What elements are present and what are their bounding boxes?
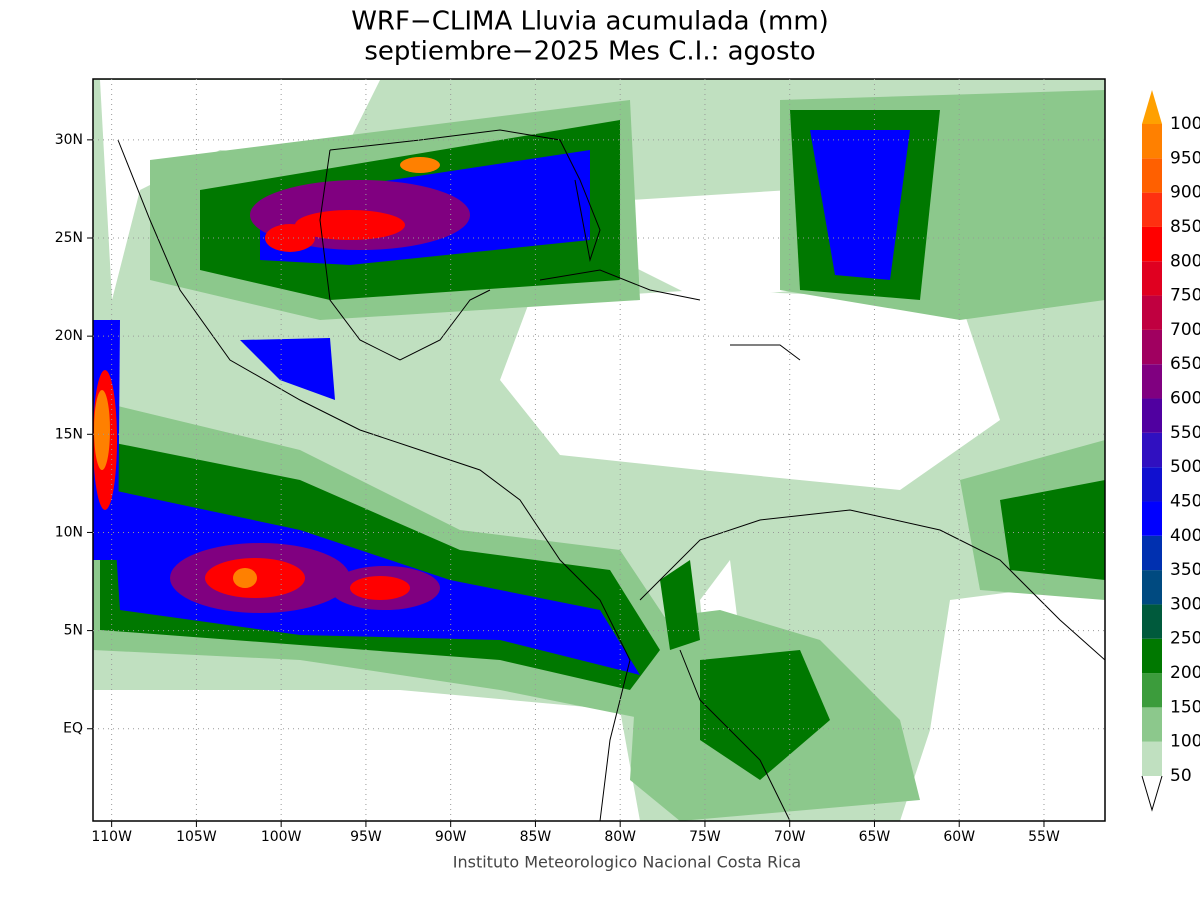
colorbar-label: 350 bbox=[1170, 560, 1200, 580]
colorbar-label: 650 bbox=[1170, 354, 1200, 374]
y-tick-label: 25N bbox=[55, 230, 83, 246]
x-tick-label: 55W bbox=[1028, 829, 1060, 845]
title-line-2: septiembre−2025 Mes C.I.: agosto bbox=[364, 37, 815, 67]
colorbar-label: 550 bbox=[1170, 423, 1200, 443]
colorbar-box bbox=[1142, 638, 1162, 674]
colorbar-box bbox=[1142, 467, 1162, 502]
colorbar-label: 600 bbox=[1170, 389, 1200, 409]
y-tick-label: 30N bbox=[55, 132, 83, 148]
colorbar-box bbox=[1142, 261, 1162, 296]
colorbar-box bbox=[1142, 295, 1162, 330]
colorbar-box bbox=[1142, 707, 1162, 742]
colorbar-label: 500 bbox=[1170, 457, 1200, 477]
x-tick-label: 90W bbox=[435, 829, 467, 845]
colorbar-box bbox=[1142, 501, 1162, 536]
x-tick-label: 65W bbox=[859, 829, 891, 845]
colorbar-label: 900 bbox=[1170, 183, 1200, 203]
plot-frame bbox=[92, 78, 1106, 822]
colorbar-box bbox=[1142, 535, 1162, 571]
x-tick-label: 95W bbox=[350, 829, 382, 845]
colorbar-box bbox=[1142, 124, 1162, 159]
colorbar-label: 700 bbox=[1170, 320, 1200, 340]
colorbar-box bbox=[1142, 329, 1162, 365]
colorbar-label: 450 bbox=[1170, 491, 1200, 511]
colorbar-label: 850 bbox=[1170, 217, 1200, 237]
colorbar-label: 1000 bbox=[1170, 114, 1200, 134]
y-tick-label: 5N bbox=[64, 623, 83, 639]
colorbar-box bbox=[1142, 158, 1162, 193]
colorbar-label: 950 bbox=[1170, 148, 1200, 168]
colorbar-box bbox=[1142, 226, 1162, 262]
colorbar-label: 800 bbox=[1170, 251, 1200, 271]
colorbar-box bbox=[1142, 192, 1162, 227]
colorbar-label: 200 bbox=[1170, 663, 1200, 683]
colorbar-box bbox=[1142, 673, 1162, 708]
colorbar-label: 400 bbox=[1170, 526, 1200, 546]
title-line-1: WRF−CLIMA Lluvia acumulada (mm) bbox=[351, 7, 829, 37]
x-tick-label: 110W bbox=[91, 829, 132, 845]
colorbar-label: 150 bbox=[1170, 697, 1200, 717]
x-tick-label: 60W bbox=[943, 829, 975, 845]
colorbar-label: 50 bbox=[1170, 766, 1192, 786]
colorbar-box bbox=[1142, 432, 1162, 468]
colorbar-label: 250 bbox=[1170, 629, 1200, 649]
colorbar-label: 750 bbox=[1170, 286, 1200, 306]
x-tick-label: 85W bbox=[520, 829, 552, 845]
colorbar-label: 100 bbox=[1170, 732, 1200, 752]
footer: Instituto Meteorologico Nacional Costa R… bbox=[453, 853, 801, 872]
y-tick-label: 10N bbox=[55, 524, 83, 540]
colorbar-box bbox=[1142, 604, 1162, 639]
y-tick-label: EQ bbox=[63, 721, 83, 737]
x-tick-label: 75W bbox=[689, 829, 721, 845]
x-tick-label: 80W bbox=[604, 829, 636, 845]
x-tick-label: 100W bbox=[261, 829, 302, 845]
colorbar-under bbox=[1141, 775, 1163, 812]
rain-field bbox=[93, 79, 1105, 821]
x-tick-label: 105W bbox=[176, 829, 217, 845]
y-tick-label: 15N bbox=[55, 426, 83, 442]
x-tick-label: 70W bbox=[774, 829, 806, 845]
colorbar-box bbox=[1142, 570, 1162, 605]
colorbar-box bbox=[1142, 364, 1162, 399]
colorbar-box bbox=[1142, 741, 1162, 776]
y-tick-label: 20N bbox=[55, 328, 83, 344]
colorbar-label: 300 bbox=[1170, 594, 1200, 614]
colorbar-box bbox=[1142, 398, 1162, 433]
colorbar-over bbox=[1142, 90, 1162, 124]
